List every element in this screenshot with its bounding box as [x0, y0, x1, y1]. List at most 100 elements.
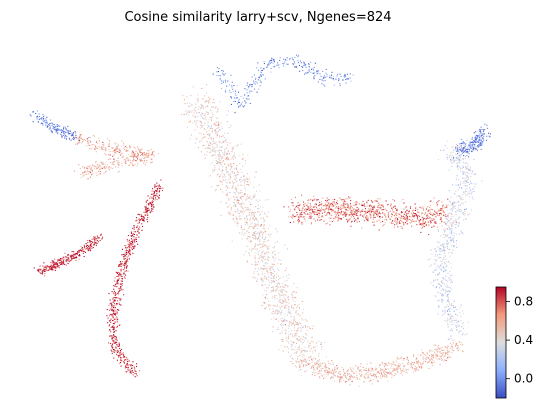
scatter-point [80, 249, 82, 251]
scatter-point [278, 259, 280, 261]
scatter-point [414, 209, 416, 211]
scatter-point [78, 164, 80, 166]
scatter-point [273, 277, 275, 279]
scatter-point [256, 264, 258, 266]
scatter-point [116, 148, 118, 150]
scatter-point [455, 149, 457, 151]
scatter-point [82, 139, 84, 141]
scatter-point [465, 148, 467, 150]
scatter-point [129, 252, 131, 254]
scatter-point [368, 212, 370, 214]
scatter-point [244, 100, 246, 102]
scatter-point [118, 345, 120, 347]
scatter-point [113, 305, 115, 307]
scatter-point [281, 330, 283, 332]
scatter-point [400, 217, 402, 219]
scatter-point [441, 201, 443, 203]
scatter-point [213, 147, 215, 149]
scatter-point [250, 225, 252, 227]
scatter-point [218, 156, 220, 158]
scatter-point [219, 153, 221, 155]
scatter-point [434, 248, 436, 250]
scatter-point [429, 211, 431, 213]
scatter-point [211, 112, 213, 114]
scatter-point [252, 276, 254, 278]
scatter-point [131, 156, 133, 158]
scatter-point [112, 317, 114, 319]
scatter-point [46, 116, 48, 118]
scatter-point [117, 166, 119, 168]
scatter-point [478, 144, 480, 146]
scatter-point [251, 212, 253, 214]
scatter-point [122, 357, 124, 359]
scatter-point [270, 277, 272, 279]
scatter-point [88, 245, 90, 247]
scatter-point [469, 168, 471, 170]
scatter-point [145, 155, 147, 157]
scatter-point [222, 160, 224, 162]
scatter-point [254, 196, 256, 198]
scatter-point [142, 154, 144, 156]
scatter-point [453, 159, 455, 161]
scatter-point [141, 158, 143, 160]
scatter-point [118, 277, 120, 279]
scatter-point [439, 253, 441, 255]
scatter-point [289, 313, 291, 315]
scatter-point [468, 173, 470, 175]
scatter-point [51, 260, 53, 262]
scatter-point [420, 224, 422, 226]
scatter-point [306, 370, 308, 372]
scatter-point [104, 152, 106, 154]
scatter-point [453, 322, 455, 324]
scatter-point [338, 80, 340, 82]
scatter-point [128, 239, 130, 241]
scatter-point [109, 314, 111, 316]
scatter-point [229, 204, 231, 206]
scatter-point [450, 151, 452, 153]
scatter-point [88, 137, 90, 139]
scatter-point [254, 194, 256, 196]
scatter-point [349, 203, 351, 205]
scatter-point [284, 290, 286, 292]
scatter-point [259, 80, 261, 82]
scatter-point [350, 80, 352, 82]
scatter-point [118, 288, 120, 290]
scatter-point [157, 195, 159, 197]
scatter-point [115, 330, 117, 332]
scatter-point [236, 187, 238, 189]
scatter-point [146, 214, 148, 216]
scatter-point [50, 262, 52, 264]
scatter-point [424, 222, 426, 224]
scatter-point [244, 224, 246, 226]
scatter-point [298, 222, 300, 224]
scatter-point [143, 158, 145, 160]
scatter-point [236, 145, 238, 147]
scatter-point [432, 214, 434, 216]
scatter-point [126, 250, 128, 252]
scatter-point [111, 347, 113, 349]
scatter-point [380, 213, 382, 215]
scatter-point [60, 131, 62, 133]
scatter-point [326, 201, 328, 203]
scatter-point [229, 153, 231, 155]
scatter-point [204, 114, 206, 116]
scatter-point [341, 207, 343, 209]
scatter-point [130, 371, 132, 373]
scatter-point [319, 210, 321, 212]
scatter-point [351, 220, 353, 222]
scatter-point [438, 256, 440, 258]
scatter-point [224, 79, 226, 81]
scatter-point [465, 166, 467, 168]
scatter-point [129, 364, 131, 366]
scatter-point [208, 96, 210, 98]
scatter-point [376, 209, 378, 211]
scatter-point [154, 195, 156, 197]
scatter-point [113, 158, 115, 160]
scatter-point [279, 59, 281, 61]
scatter-point [100, 234, 102, 236]
scatter-point [128, 248, 130, 250]
scatter-point [397, 219, 399, 221]
scatter-point [297, 207, 299, 209]
scatter-point [307, 206, 309, 208]
scatter-point [68, 257, 70, 259]
